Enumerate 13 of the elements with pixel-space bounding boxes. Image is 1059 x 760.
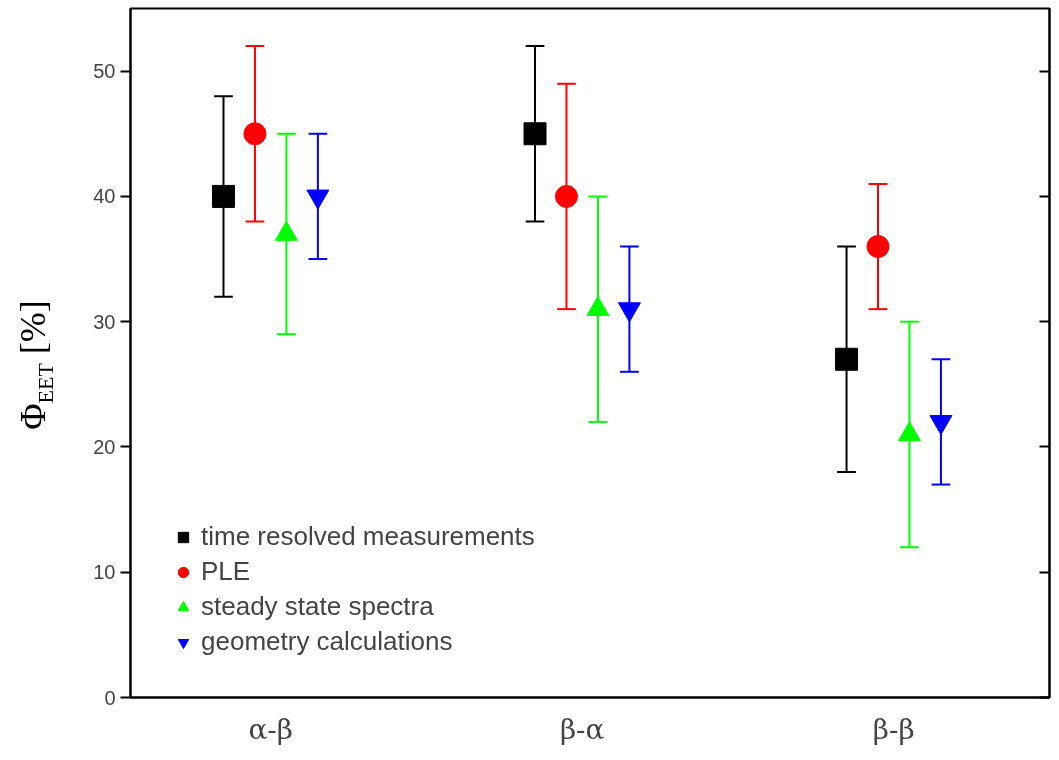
y-tick-label: 10 [93,561,116,584]
legend-label: steady state spectra [201,591,434,622]
x-tick-label: α-β [248,712,293,746]
y-tick-label: 40 [93,185,116,208]
y-tick-label: 50 [93,60,116,83]
x-tick-label: β-α [559,712,605,746]
y-tick-label: 0 [104,686,116,709]
x-tick-label: β-β [872,712,915,746]
legend-label: time resolved measurements [201,521,535,552]
legend-label: PLE [201,556,251,587]
y-tick-label: 20 [93,435,116,458]
legend-label: geometry calculations [201,626,453,657]
y-tick-label: 30 [93,310,116,333]
